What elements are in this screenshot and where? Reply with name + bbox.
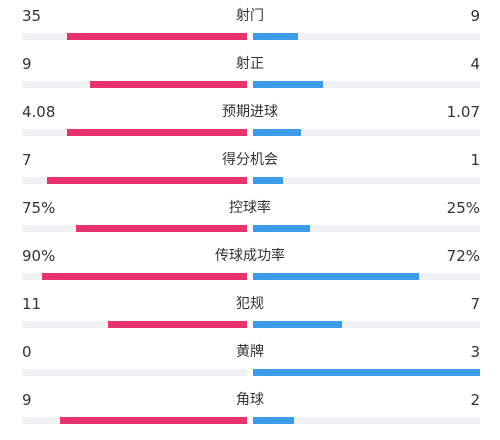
away-value: 7 xyxy=(470,295,480,313)
away-bar-track xyxy=(253,225,480,232)
away-bar xyxy=(253,321,342,328)
stat-row-expected-goals: 4.08 预期进球 1.07 xyxy=(0,96,500,142)
away-bar xyxy=(253,129,301,136)
home-bar-track xyxy=(22,81,247,88)
home-bar-track xyxy=(22,129,247,136)
stat-row-possession: 75% 控球率 25% xyxy=(0,192,500,238)
away-bar xyxy=(253,225,310,232)
away-value: 9 xyxy=(470,7,480,25)
home-value: 4.08 xyxy=(22,103,56,121)
home-bar xyxy=(42,273,247,280)
stat-row-shots-on-target: 9 射正 4 xyxy=(0,48,500,94)
home-bar-track xyxy=(22,177,247,184)
away-value: 4 xyxy=(470,55,480,73)
stat-row-big-chances: 7 得分机会 1 xyxy=(0,144,500,190)
away-bar xyxy=(253,369,480,376)
away-bar xyxy=(253,273,419,280)
stat-row-fouls: 11 犯规 7 xyxy=(0,288,500,334)
away-bar-track xyxy=(253,177,480,184)
home-bar xyxy=(89,81,247,88)
stat-label: 射正 xyxy=(236,56,264,72)
away-bar-track xyxy=(253,417,480,424)
stat-row-pass-accuracy: 90% 传球成功率 72% xyxy=(0,240,500,286)
away-value: 2 xyxy=(470,391,480,409)
home-bar-track xyxy=(22,417,247,424)
away-bar xyxy=(253,81,324,88)
home-value: 9 xyxy=(22,391,32,409)
away-value: 25% xyxy=(446,199,480,217)
stat-label: 射门 xyxy=(236,8,264,24)
home-value: 0 xyxy=(22,343,32,361)
stat-label: 黄牌 xyxy=(236,344,264,360)
away-bar-track xyxy=(253,129,480,136)
away-bar xyxy=(253,177,283,184)
away-bar xyxy=(253,417,294,424)
home-bar xyxy=(46,177,247,184)
away-value: 3 xyxy=(470,343,480,361)
stat-label: 控球率 xyxy=(229,200,271,216)
home-bar-track xyxy=(22,225,247,232)
stat-label: 传球成功率 xyxy=(215,248,285,264)
home-bar-track xyxy=(22,33,247,40)
home-bar xyxy=(67,33,247,40)
stat-label: 犯规 xyxy=(236,296,264,312)
home-bar xyxy=(107,321,247,328)
away-value: 1 xyxy=(470,151,480,169)
home-value: 90% xyxy=(22,247,56,265)
home-bar-track xyxy=(22,273,247,280)
away-bar-track xyxy=(253,81,480,88)
away-value: 72% xyxy=(446,247,480,265)
home-bar-track xyxy=(22,369,247,376)
stat-row-shots: 35 射门 9 xyxy=(0,0,500,46)
stat-label: 得分机会 xyxy=(222,152,278,168)
home-value: 75% xyxy=(22,199,56,217)
home-value: 11 xyxy=(22,295,42,313)
away-bar-track xyxy=(253,321,480,328)
stat-label: 预期进球 xyxy=(222,104,278,120)
away-bar-track xyxy=(253,369,480,376)
stat-row-corners: 9 角球 2 xyxy=(0,384,500,430)
home-value: 9 xyxy=(22,55,32,73)
stat-row-yellow-cards: 0 黄牌 3 xyxy=(0,336,500,382)
away-value: 1.07 xyxy=(446,103,480,121)
stat-label: 角球 xyxy=(236,392,264,408)
home-bar xyxy=(67,129,247,136)
home-bar xyxy=(76,225,247,232)
home-value: 7 xyxy=(22,151,32,169)
away-bar-track xyxy=(253,273,480,280)
away-bar-track xyxy=(253,33,480,40)
home-bar xyxy=(60,417,247,424)
away-bar xyxy=(253,33,299,40)
home-bar-track xyxy=(22,321,247,328)
home-value: 35 xyxy=(22,7,42,25)
